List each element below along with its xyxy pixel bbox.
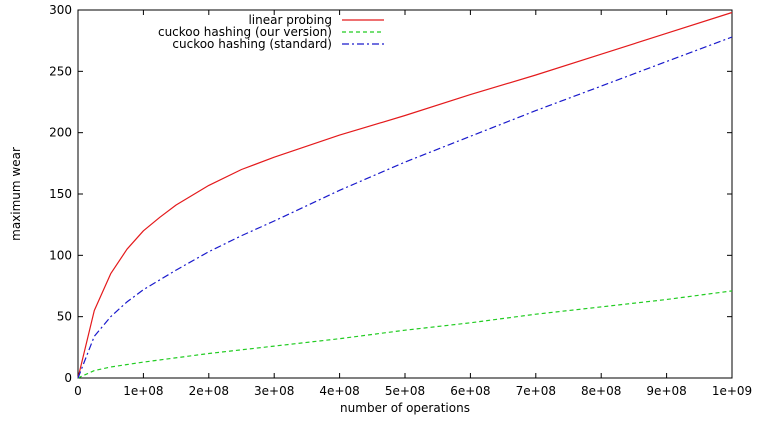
y-tick-label: 250 [49,64,72,78]
y-axis-title: maximum wear [9,147,23,241]
axis-ticks: 0 1e+08 2e+08 3e+08 4e+08 5e+08 6e+08 7e+08 8e+0… [49,3,752,398]
y-tick-label: 50 [57,310,72,324]
x-tick-label: 1e+08 [123,384,163,398]
x-tick-label: 8e+08 [581,384,621,398]
y-tick-label: 0 [64,371,72,385]
series-line-3 [78,37,732,378]
x-tick-label: 3e+08 [254,384,294,398]
x-tick-label: 6e+08 [450,384,490,398]
x-tick-label: 4e+08 [319,384,359,398]
series-line-1 [78,13,732,379]
x-tick-label: 0 [74,384,82,398]
y-tick-label: 300 [49,3,72,17]
y-tick-label: 200 [49,126,72,140]
x-tick-label: 7e+08 [516,384,556,398]
y-tick-label: 100 [49,248,72,262]
x-tick-label: 5e+08 [385,384,425,398]
y-tick-label: 150 [49,187,72,201]
x-tick-label: 2e+08 [189,384,229,398]
plot-frame [78,10,732,378]
series-line-2 [78,291,732,378]
x-tick-label: 9e+08 [646,384,686,398]
x-axis-title: number of operations [340,401,470,415]
series-group [78,13,732,379]
legend-label: cuckoo hashing (standard) [172,37,332,51]
x-tick-label: 1e+09 [712,384,752,398]
